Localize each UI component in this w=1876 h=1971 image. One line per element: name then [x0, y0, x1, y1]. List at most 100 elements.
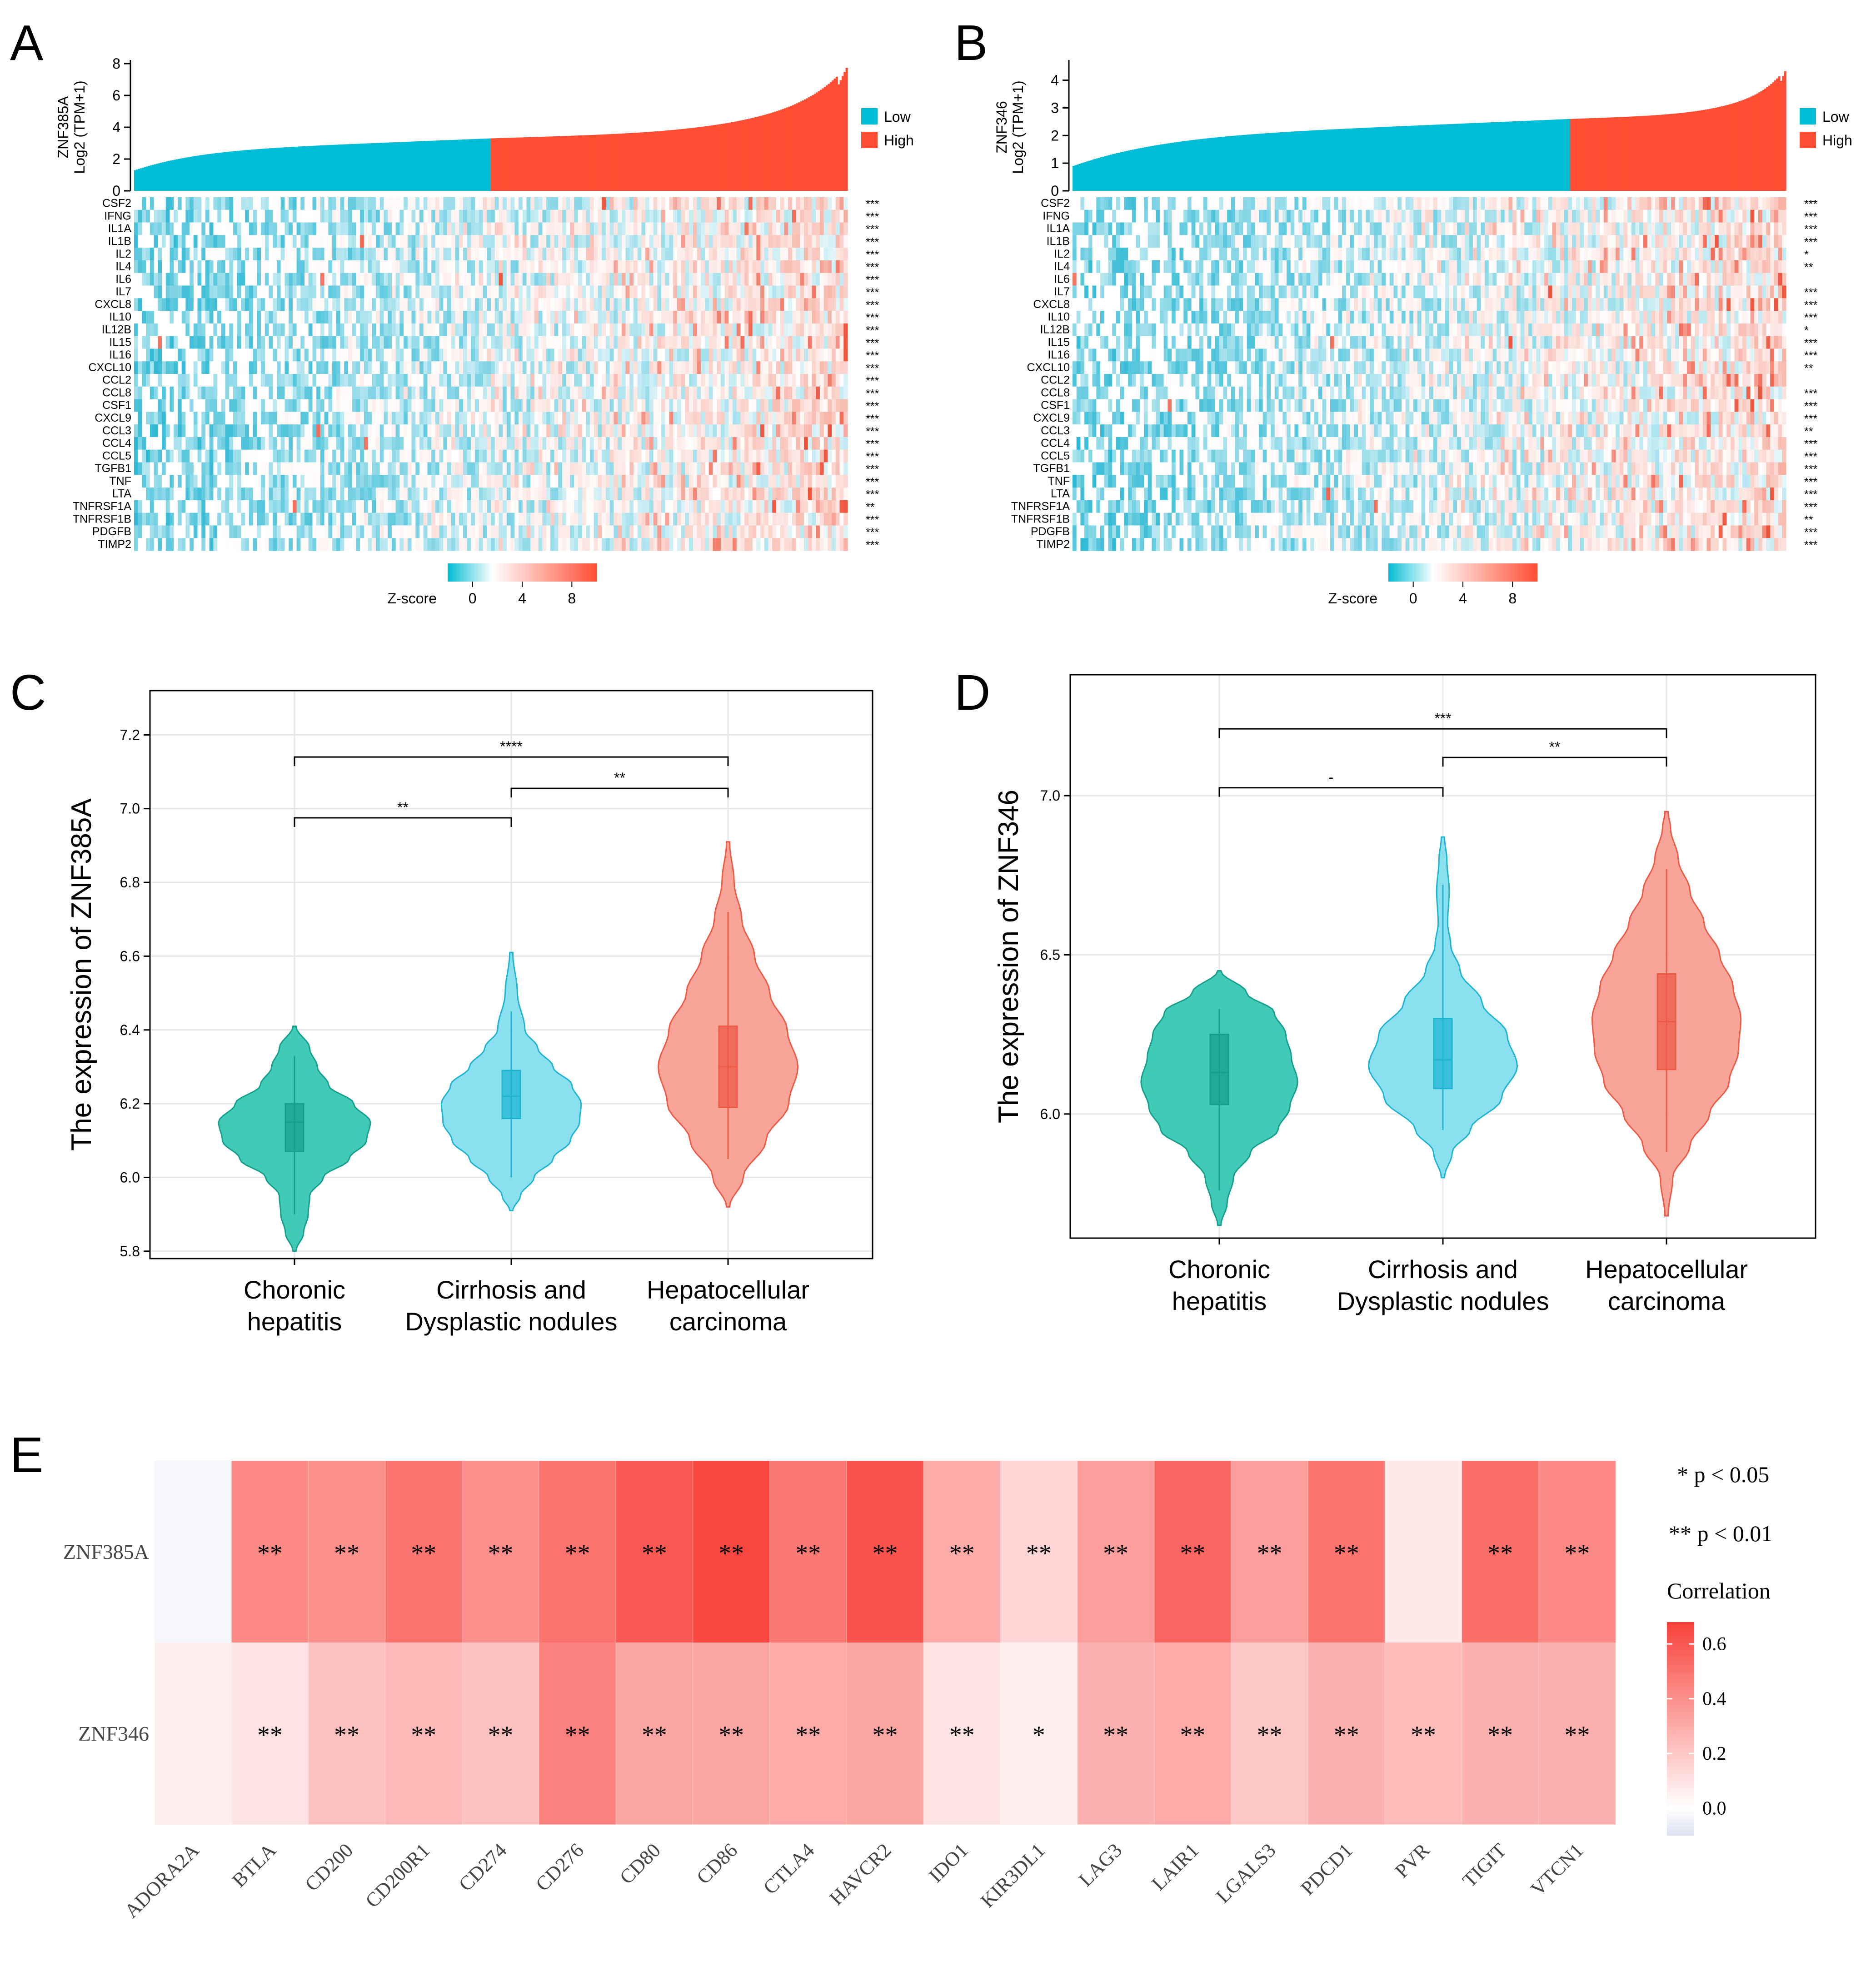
heatmap-cell: [673, 449, 678, 463]
heatmap-cell: [816, 500, 820, 513]
bar-low: [142, 167, 145, 191]
heatmap-cell: [154, 348, 158, 362]
heatmap-cell: [677, 222, 682, 235]
heatmap-cell: [618, 209, 622, 223]
heatmap-cell: [483, 374, 487, 387]
heatmap-cell: [237, 348, 241, 362]
heatmap-cell: [788, 222, 793, 235]
heatmap-cell: [756, 285, 761, 299]
heatmap-cell: [411, 462, 416, 475]
heatmap-cell: [705, 348, 709, 362]
heatmap-cell: [308, 348, 313, 362]
bar-low: [411, 141, 414, 191]
bar-high: [631, 133, 634, 191]
bar-high: [738, 120, 741, 191]
heatmap-cell: [308, 412, 313, 425]
heatmap-cell: [764, 222, 769, 235]
bar-high: [605, 134, 608, 191]
heatmap-cell: [388, 235, 392, 248]
heatmap-cell: [404, 197, 408, 210]
heatmap-cell: [324, 424, 329, 438]
heatmap-cell: [804, 222, 808, 235]
heatmap-cell: [522, 248, 527, 261]
bar-low: [290, 147, 293, 191]
heatmap-cell: [344, 235, 349, 248]
heatmap-cell: [534, 488, 539, 501]
heatmap-cell: [221, 374, 226, 387]
heatmap-cell: [705, 336, 709, 349]
heatmap-cell: [602, 386, 606, 400]
heatmap-cell: [312, 361, 317, 374]
heatmap-cell: [768, 285, 773, 299]
heatmap-cell: [614, 336, 618, 349]
heatmap-cell: [391, 437, 396, 450]
heatmap-cell: [134, 412, 139, 425]
bar-high: [691, 128, 694, 191]
heatmap-cell: [201, 449, 206, 463]
bar-low: [312, 145, 315, 191]
heatmap-cell: [253, 462, 257, 475]
heatmap-cell: [404, 412, 408, 425]
heatmap-cell: [823, 412, 828, 425]
heatmap-cell: [701, 260, 705, 274]
bar-low: [277, 148, 279, 191]
heatmap-cell: [154, 248, 158, 261]
heatmap-cell: [701, 209, 705, 223]
heatmap-cell: [134, 285, 139, 299]
heatmap-cell: [653, 449, 658, 463]
heatmap-cell: [748, 424, 753, 438]
heatmap-cell: [197, 285, 202, 299]
heatmap-cell: [154, 513, 158, 526]
heatmap-cell: [158, 285, 162, 299]
heatmap-cell: [828, 399, 832, 412]
heatmap-cell: [832, 323, 836, 337]
heatmap-cell: [510, 412, 515, 425]
heatmap-cell: [752, 209, 757, 223]
heatmap-cell: [661, 348, 666, 362]
heatmap-cell: [348, 500, 353, 513]
bar-low: [249, 149, 251, 191]
heatmap-cell: [455, 235, 459, 248]
heatmap-cell: [190, 348, 194, 362]
heatmap-cell: [138, 248, 142, 261]
heatmap-cell: [629, 273, 634, 286]
heatmap-cell: [570, 197, 574, 210]
heatmap-cell: [292, 197, 297, 210]
heatmap-cell: [229, 513, 234, 526]
heatmap-cell: [237, 386, 241, 400]
bar-high: [588, 135, 590, 191]
heatmap-cell: [506, 209, 511, 223]
heatmap-cell: [550, 260, 555, 274]
heatmap-cell: [277, 222, 281, 235]
heatmap-cell: [800, 488, 804, 501]
heatmap-cell: [780, 311, 784, 324]
heatmap-cell: [475, 488, 479, 501]
heatmap-cell: [574, 222, 579, 235]
heatmap-cell: [661, 361, 666, 374]
heatmap-cell: [681, 488, 685, 501]
heatmap-cell: [728, 285, 733, 299]
heatmap-cell: [419, 348, 424, 362]
heatmap-cell: [832, 437, 836, 450]
heatmap-cell: [594, 197, 598, 210]
heatmap-cell: [717, 449, 721, 463]
heatmap-cell: [237, 361, 241, 374]
heatmap-cell: [598, 323, 602, 337]
heatmap-cell: [605, 449, 610, 463]
heatmap-cell: [316, 235, 321, 248]
heatmap-cell: [566, 222, 570, 235]
heatmap-cell: [618, 500, 622, 513]
heatmap-cell: [657, 500, 662, 513]
heatmap-cell: [578, 260, 583, 274]
heatmap-cell: [253, 311, 257, 324]
heatmap-cell: [261, 412, 265, 425]
bar-high: [790, 105, 793, 191]
heatmap-cell: [190, 488, 194, 501]
heatmap-cell: [391, 500, 396, 513]
heatmap-cell: [261, 361, 265, 374]
heatmap-cell: [796, 500, 800, 513]
heatmap-cell: [653, 361, 658, 374]
heatmap-cell: [241, 197, 245, 210]
heatmap-cell: [225, 437, 230, 450]
heatmap-row-label: TNFRSF1B: [73, 513, 131, 525]
